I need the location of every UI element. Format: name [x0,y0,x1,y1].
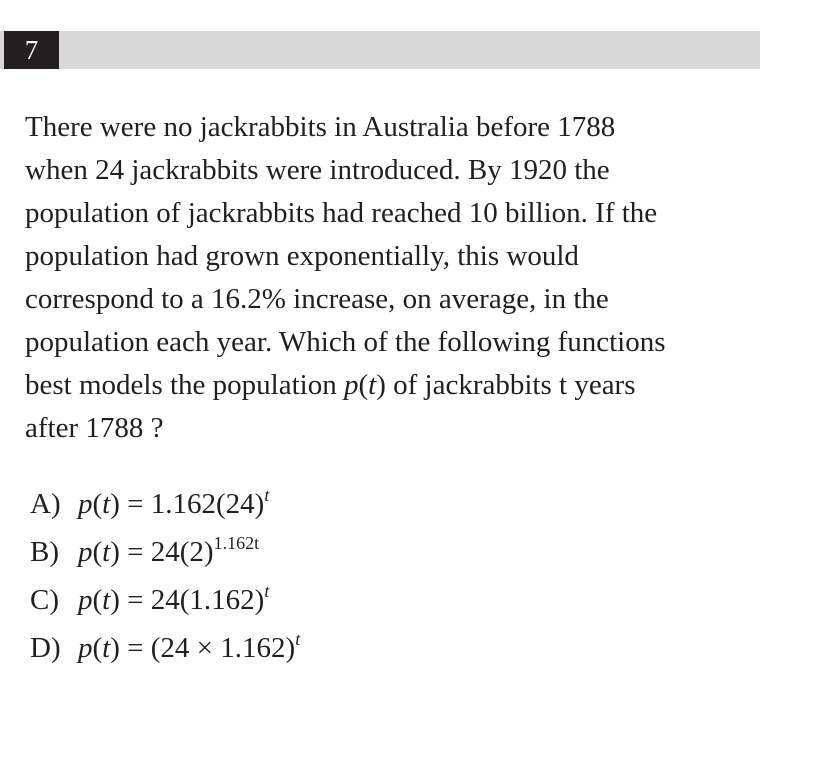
equals: = [119,632,151,664]
stem-text: best models the population [25,369,344,401]
question-header-bar: 7 [0,31,760,69]
variable: t [102,488,111,520]
choice-letter: D) [30,632,61,664]
choice-expression: p(t) = 24(2)1.162t [78,528,259,576]
paren: ( [92,488,103,520]
variable: t [368,369,377,401]
paren: ( [92,536,103,568]
variable: t [102,632,111,664]
stem-text: of jackrabbits t years [385,369,636,401]
function-name: p [78,488,93,520]
stem-line: There were no jackrabbits in Australia b… [25,111,616,143]
paren: ) [110,632,120,664]
choice-letter: A) [30,488,61,520]
choice-b[interactable]: B) p(t) = 24(2)1.162t [30,528,300,576]
paren: ( [92,584,103,616]
choice-expression: p(t) = 24(1.162)t [78,576,269,624]
paren: ) [110,536,120,568]
stem-line: population of jackrabbits had reached 10… [25,197,658,229]
base: 24(2) [150,536,214,568]
equals: = [119,488,151,520]
function-name: p [343,369,359,401]
base: 24(1.162) [150,584,265,616]
paren: ) [376,369,386,401]
choice-a[interactable]: A) p(t) = 1.162(24)t [30,480,300,528]
question-number: 7 [4,31,59,69]
exponent: 1.162t [213,533,260,553]
equals: = [119,584,151,616]
stem-line: best models the population p(t) of jackr… [25,364,765,407]
choice-expression: p(t) = (24 × 1.162)t [78,624,300,672]
choice-letter: C) [30,584,59,616]
function-name: p [78,584,93,616]
exponent: t [264,485,270,505]
base: 1.162(24) [150,488,265,520]
variable: t [102,584,111,616]
function-name: p [78,536,93,568]
stem-line: correspond to a 16.2% increase, on avera… [25,283,609,315]
choice-c[interactable]: C) p(t) = 24(1.162)t [30,576,300,624]
question-stem: There were no jackrabbits in Australia b… [25,106,765,450]
stem-line: when 24 jackrabbits were introduced. By … [25,154,610,186]
answer-choices: A) p(t) = 1.162(24)t B) p(t) = 24(2)1.16… [30,480,300,672]
function-name: p [78,632,93,664]
variable: t [102,536,111,568]
base: (24 × 1.162) [150,632,296,664]
choice-expression: p(t) = 1.162(24)t [78,480,269,528]
exponent: t [264,581,270,601]
paren: ( [92,632,103,664]
stem-line: after 1788 ? [25,412,164,444]
paren: ) [110,584,120,616]
equals: = [119,536,151,568]
stem-line: population each year. Which of the follo… [25,326,666,358]
exponent: t [295,629,301,649]
stem-line: population had grown exponentially, this… [25,240,579,272]
choice-d[interactable]: D) p(t) = (24 × 1.162)t [30,624,300,672]
paren: ) [110,488,120,520]
paren: ( [358,369,369,401]
choice-letter: B) [30,536,59,568]
